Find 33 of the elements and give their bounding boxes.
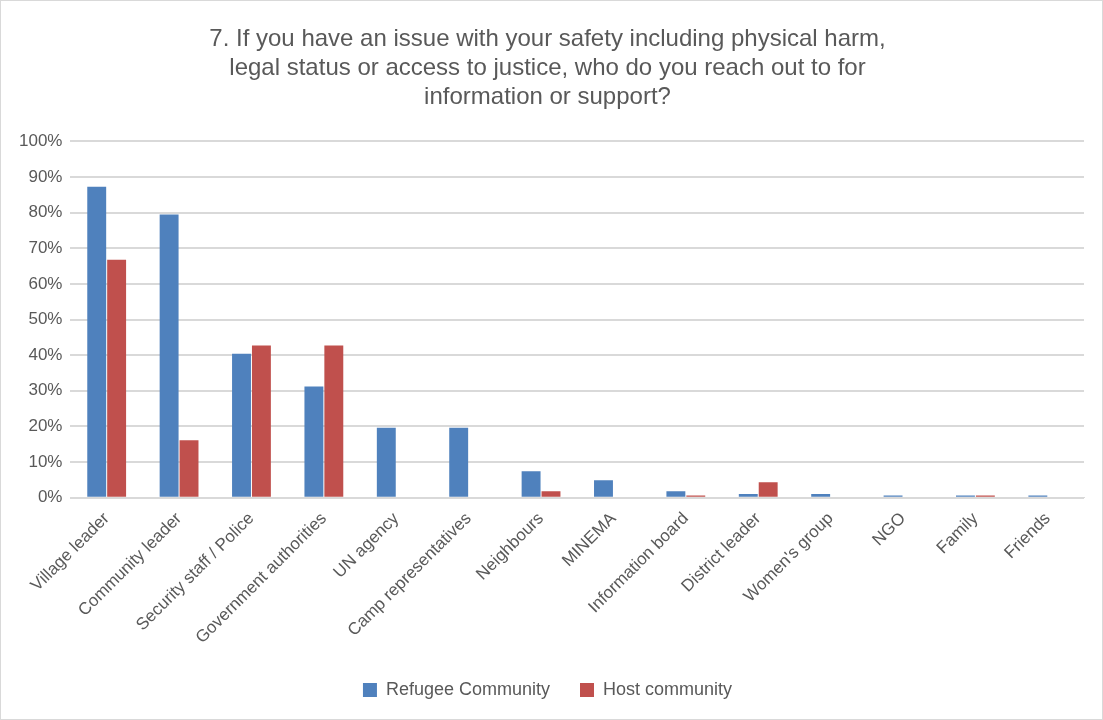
bar bbox=[376, 427, 396, 497]
text: legal status or access to justice, who do you reach out to for bbox=[229, 52, 866, 80]
bar bbox=[541, 491, 561, 497]
bar bbox=[811, 494, 831, 497]
bar bbox=[251, 345, 271, 497]
bar bbox=[324, 345, 344, 497]
bar bbox=[304, 386, 324, 497]
bar bbox=[159, 214, 179, 497]
y-tick-label: 80% bbox=[28, 202, 63, 222]
bar bbox=[179, 440, 199, 497]
bar bbox=[107, 259, 127, 497]
bar bbox=[521, 471, 541, 497]
text: information or support? bbox=[424, 81, 671, 109]
y-tick-label: 50% bbox=[28, 309, 63, 329]
bar bbox=[87, 186, 107, 497]
bar bbox=[449, 427, 469, 497]
y-tick-label: 10% bbox=[28, 451, 63, 471]
y-tick-label: 20% bbox=[28, 416, 63, 436]
bar bbox=[666, 491, 686, 497]
y-tick-label: 90% bbox=[28, 166, 63, 186]
bar bbox=[758, 482, 778, 497]
y-tick-label: 70% bbox=[28, 237, 63, 257]
bar bbox=[232, 353, 251, 497]
y-tick-label: 0% bbox=[37, 487, 63, 507]
legend-label: Host community bbox=[603, 678, 733, 699]
bar bbox=[738, 494, 758, 497]
text: 7. If you have an issue with your safety including physical harm, bbox=[209, 24, 886, 52]
y-tick-label: 60% bbox=[28, 273, 63, 293]
y-tick-label: 40% bbox=[28, 344, 63, 364]
legend-label: Refugee Community bbox=[385, 678, 551, 699]
y-tick-label: 100% bbox=[19, 131, 63, 151]
bar bbox=[594, 480, 613, 497]
y-tick-label: 30% bbox=[28, 380, 63, 400]
